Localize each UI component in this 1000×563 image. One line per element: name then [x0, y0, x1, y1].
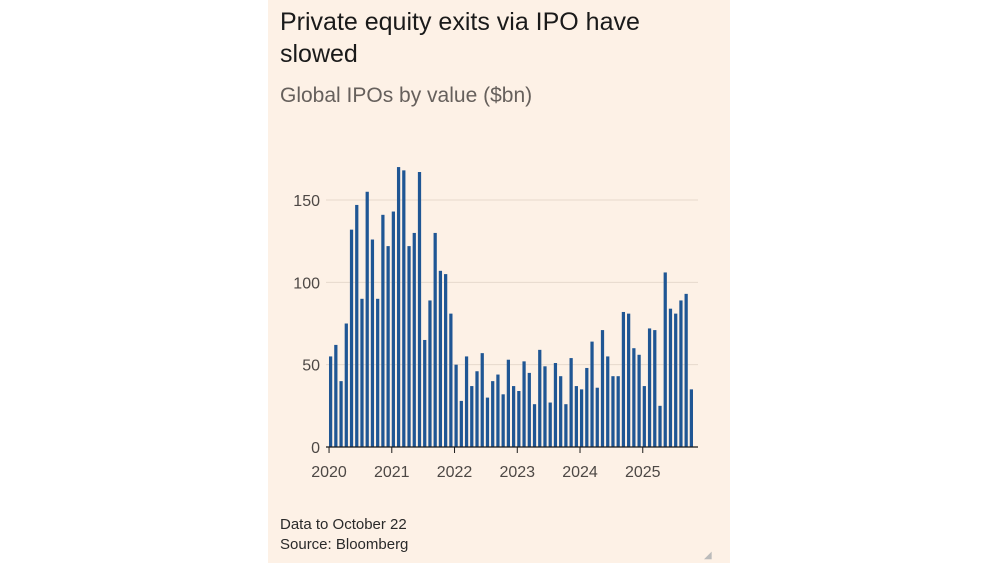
bar: [334, 344, 338, 447]
bar: [355, 204, 359, 447]
bar: [632, 348, 636, 447]
bar: [444, 274, 448, 447]
axes: 0 50 100 150 2020 2021 2022 2023 2024 2025: [293, 193, 698, 481]
bar: [564, 404, 568, 447]
bar: [553, 363, 558, 447]
chart-subtitle: Global IPOs by value ($bn): [280, 84, 533, 107]
x-tick-label: 2024: [562, 464, 598, 481]
bar: [470, 386, 474, 447]
bar: [370, 239, 375, 447]
bar: [616, 376, 620, 447]
bar: [459, 400, 463, 447]
bar: [574, 386, 578, 447]
bar: [381, 214, 385, 447]
bar: [496, 374, 500, 447]
bar: [402, 170, 406, 448]
chart-title: Private equity exits via IPO have slowed: [280, 8, 640, 68]
bar: [349, 229, 354, 447]
bar: [423, 339, 427, 447]
bar: [454, 364, 458, 447]
bar: [480, 353, 484, 447]
bar: [433, 232, 437, 447]
x-tick-label: 2023: [499, 464, 535, 481]
bar: [543, 366, 547, 447]
bar: [548, 402, 552, 447]
bar: [511, 386, 516, 447]
x-tick-label: 2025: [625, 464, 661, 481]
bar: [532, 404, 537, 447]
bar: [538, 349, 542, 447]
bar: [642, 386, 646, 447]
bar: [438, 270, 443, 447]
bar: [407, 246, 411, 447]
bar-chart: 0 50 100 150 2020 2021 2022 2023 2024 2025: [293, 167, 698, 481]
bar: [658, 405, 662, 447]
bar: [595, 387, 599, 447]
bar: [653, 330, 657, 447]
bar: [386, 246, 390, 447]
bar: [360, 298, 364, 447]
bar: [522, 361, 526, 447]
source-note: Source: Bloomberg: [280, 536, 409, 553]
bar: [689, 389, 693, 447]
bar: [579, 389, 584, 447]
resize-grip-icon: ◢: [704, 550, 712, 561]
y-tick-label: 150: [293, 193, 320, 210]
x-tick-label: 2021: [374, 464, 410, 481]
bar: [328, 356, 333, 447]
bar: [344, 323, 348, 447]
bar: [339, 381, 343, 447]
bar: [475, 371, 479, 447]
bar: [428, 300, 432, 447]
bar: [501, 394, 505, 447]
y-tick-label: 0: [311, 440, 320, 457]
bar: [396, 167, 401, 447]
bar: [600, 330, 605, 447]
bar: [449, 313, 453, 447]
bar: [417, 172, 422, 447]
bar: [365, 191, 369, 447]
bar: [485, 397, 490, 447]
bar: [637, 354, 641, 447]
bar: [517, 391, 521, 447]
bar: [668, 308, 673, 447]
bars: [328, 167, 693, 448]
chart-card: Private equity exits via IPO have slowed…: [268, 0, 730, 563]
bar: [674, 313, 678, 447]
y-tick-label: 50: [302, 358, 320, 375]
bar: [527, 372, 531, 447]
bar: [491, 381, 495, 447]
bar: [569, 358, 573, 447]
bar: [559, 376, 563, 447]
bar: [391, 211, 395, 447]
bar: [376, 298, 380, 447]
bar: [506, 359, 510, 447]
bar: [627, 313, 631, 447]
bar: [412, 232, 416, 447]
bar: [621, 311, 626, 447]
bar: [663, 272, 667, 447]
bar: [611, 376, 615, 447]
bar: [606, 356, 610, 447]
data-note: Data to October 22: [280, 516, 407, 533]
x-tick-label: 2022: [437, 464, 473, 481]
bar: [585, 367, 589, 447]
bar: [590, 341, 594, 447]
bar: [679, 300, 683, 447]
bar: [464, 356, 469, 447]
x-tick-label: 2020: [311, 464, 347, 481]
chart-footer: Data to October 22 Source: Bloomberg: [280, 515, 408, 555]
bar: [684, 293, 688, 447]
y-tick-label: 100: [293, 275, 320, 292]
bar: [647, 328, 652, 447]
